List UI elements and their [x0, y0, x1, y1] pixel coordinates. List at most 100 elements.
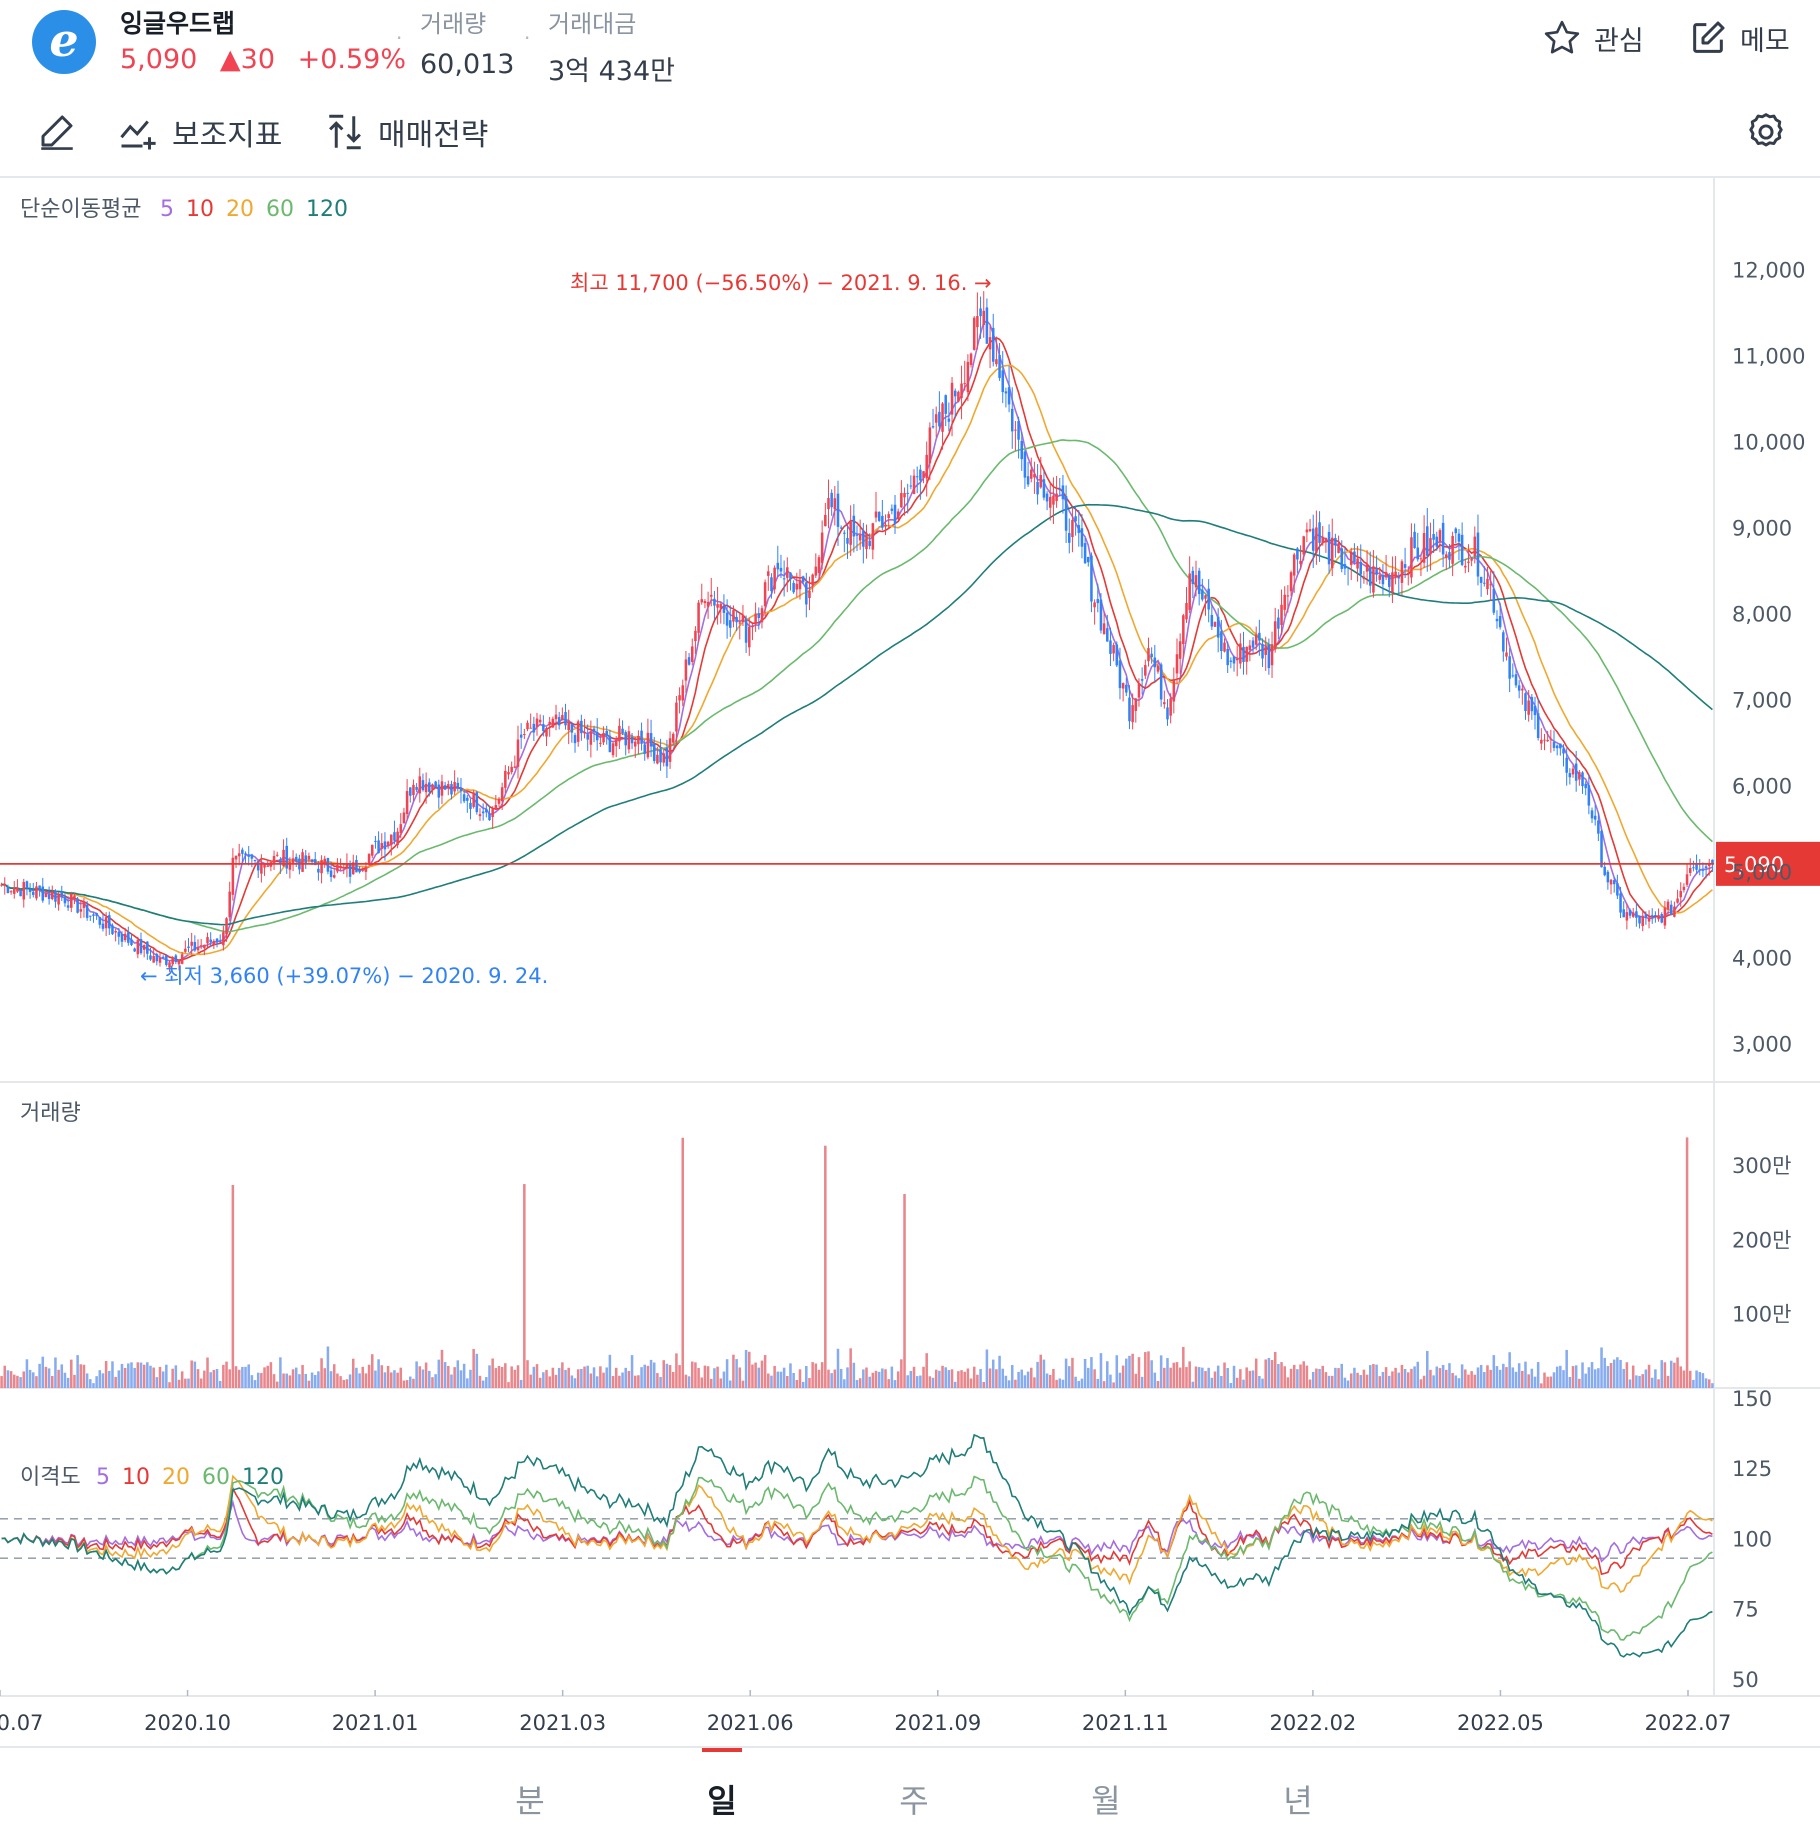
candle-body [1118, 660, 1122, 689]
volume-bar [643, 1364, 646, 1388]
candle-body [1156, 665, 1160, 672]
volume-bar [944, 1367, 947, 1388]
candle-body [1188, 573, 1191, 610]
candle-body [1115, 644, 1119, 666]
candle-body [944, 395, 947, 414]
volume-bar [1226, 1368, 1229, 1388]
volume-bar [149, 1365, 152, 1388]
tab-day[interactable]: 일 [707, 1782, 737, 1820]
volume-bar [396, 1372, 399, 1388]
draw-button[interactable] [36, 110, 90, 152]
candle-body [1223, 642, 1226, 652]
candle-body [934, 414, 938, 423]
candle-body [1669, 904, 1673, 915]
candle-body [336, 864, 339, 872]
candle-body [1679, 891, 1683, 898]
volume-bar [519, 1379, 523, 1388]
volume-bar [703, 1365, 707, 1388]
stock-chart[interactable]: 5,090 단순이동평균 5 10 20 60 120 최고 11,700 (−56.5… [0, 178, 1820, 1746]
volume-bar [538, 1377, 542, 1388]
candle-body [545, 728, 548, 737]
volume-bar [605, 1367, 608, 1388]
candle-body [1204, 595, 1207, 599]
volume-bar [370, 1354, 374, 1388]
volume-bar [630, 1355, 634, 1388]
volume-bar [1641, 1374, 1644, 1388]
candle-body [1597, 820, 1600, 834]
candle-body [466, 797, 469, 801]
tab-minute[interactable]: 분 [515, 1782, 545, 1820]
indicator-button[interactable]: 보조지표 [118, 110, 282, 154]
candle-body [1166, 707, 1169, 720]
candle-body [795, 583, 799, 590]
candle-body [1182, 615, 1185, 644]
candle-body [190, 941, 193, 946]
candle-body [1061, 485, 1065, 500]
candle-body [44, 893, 48, 898]
volume-bar [919, 1375, 922, 1388]
volume-bar [1068, 1366, 1071, 1388]
volume-bar [640, 1367, 643, 1388]
candle-body [250, 854, 254, 859]
candle-body [1460, 534, 1464, 565]
watchlist-button[interactable]: 관심 [1542, 18, 1644, 58]
candle-body [447, 784, 450, 786]
volume-bar [443, 1362, 447, 1388]
volume-bar [1178, 1367, 1182, 1388]
chart-settings-button[interactable] [1744, 110, 1800, 154]
volume-bar [567, 1367, 570, 1388]
candle-body [1365, 564, 1369, 572]
candle-body [111, 925, 114, 935]
volume-stat: 거래량 60,013 [420, 4, 514, 80]
memo-button[interactable]: 메모 [1688, 18, 1790, 58]
candle-body [681, 685, 685, 701]
candle-body [1505, 652, 1508, 657]
volume-bar [1546, 1376, 1549, 1388]
volume-bar [1232, 1365, 1236, 1388]
candle-body [1248, 645, 1252, 650]
candle-body [668, 738, 672, 762]
price-change: ▲30 [219, 44, 276, 75]
candle-body [1226, 648, 1229, 666]
volume-bar [3, 1365, 7, 1388]
candle-body [893, 504, 897, 524]
candle-body [824, 514, 827, 527]
volume-label: 거래량 [420, 10, 487, 38]
tab-week[interactable]: 주 [899, 1782, 929, 1820]
tab-year[interactable]: 년 [1283, 1782, 1313, 1820]
candle-body [1638, 915, 1641, 924]
volume-bar [611, 1375, 615, 1388]
candle-body [741, 615, 745, 622]
candle-body [1464, 565, 1467, 568]
volume-bar [1337, 1368, 1340, 1388]
candle-body [814, 566, 818, 576]
candle-body [849, 521, 852, 545]
candle-body [450, 784, 453, 795]
volume-bar [1258, 1376, 1261, 1388]
candle-body [580, 720, 583, 734]
ma-legend-item: 20 [226, 197, 254, 222]
candle-body [481, 811, 485, 814]
volume-bar [573, 1378, 577, 1388]
disparity-legend-item: 120 [242, 1465, 284, 1490]
candle-body [1144, 665, 1147, 676]
current-price-box [1716, 841, 1820, 886]
candle-body [459, 787, 463, 792]
candle-body [409, 787, 412, 796]
tab-month[interactable]: 월 [1091, 1782, 1121, 1820]
volume-bar [222, 1364, 225, 1388]
candle-body [1093, 602, 1096, 608]
candle-body [247, 854, 250, 857]
volume-bar [161, 1371, 165, 1388]
volume-bar [931, 1377, 935, 1388]
candle-body [649, 733, 653, 747]
volume-bar [671, 1371, 675, 1388]
volume-bar [355, 1367, 358, 1388]
candle-body [424, 783, 428, 793]
candle-body [1426, 526, 1429, 556]
volume-bar [73, 1374, 76, 1388]
candle-body [1330, 537, 1334, 569]
candle-body [792, 582, 795, 593]
strategy-button[interactable]: 매매전략 [324, 110, 488, 154]
candle-body [104, 917, 108, 929]
